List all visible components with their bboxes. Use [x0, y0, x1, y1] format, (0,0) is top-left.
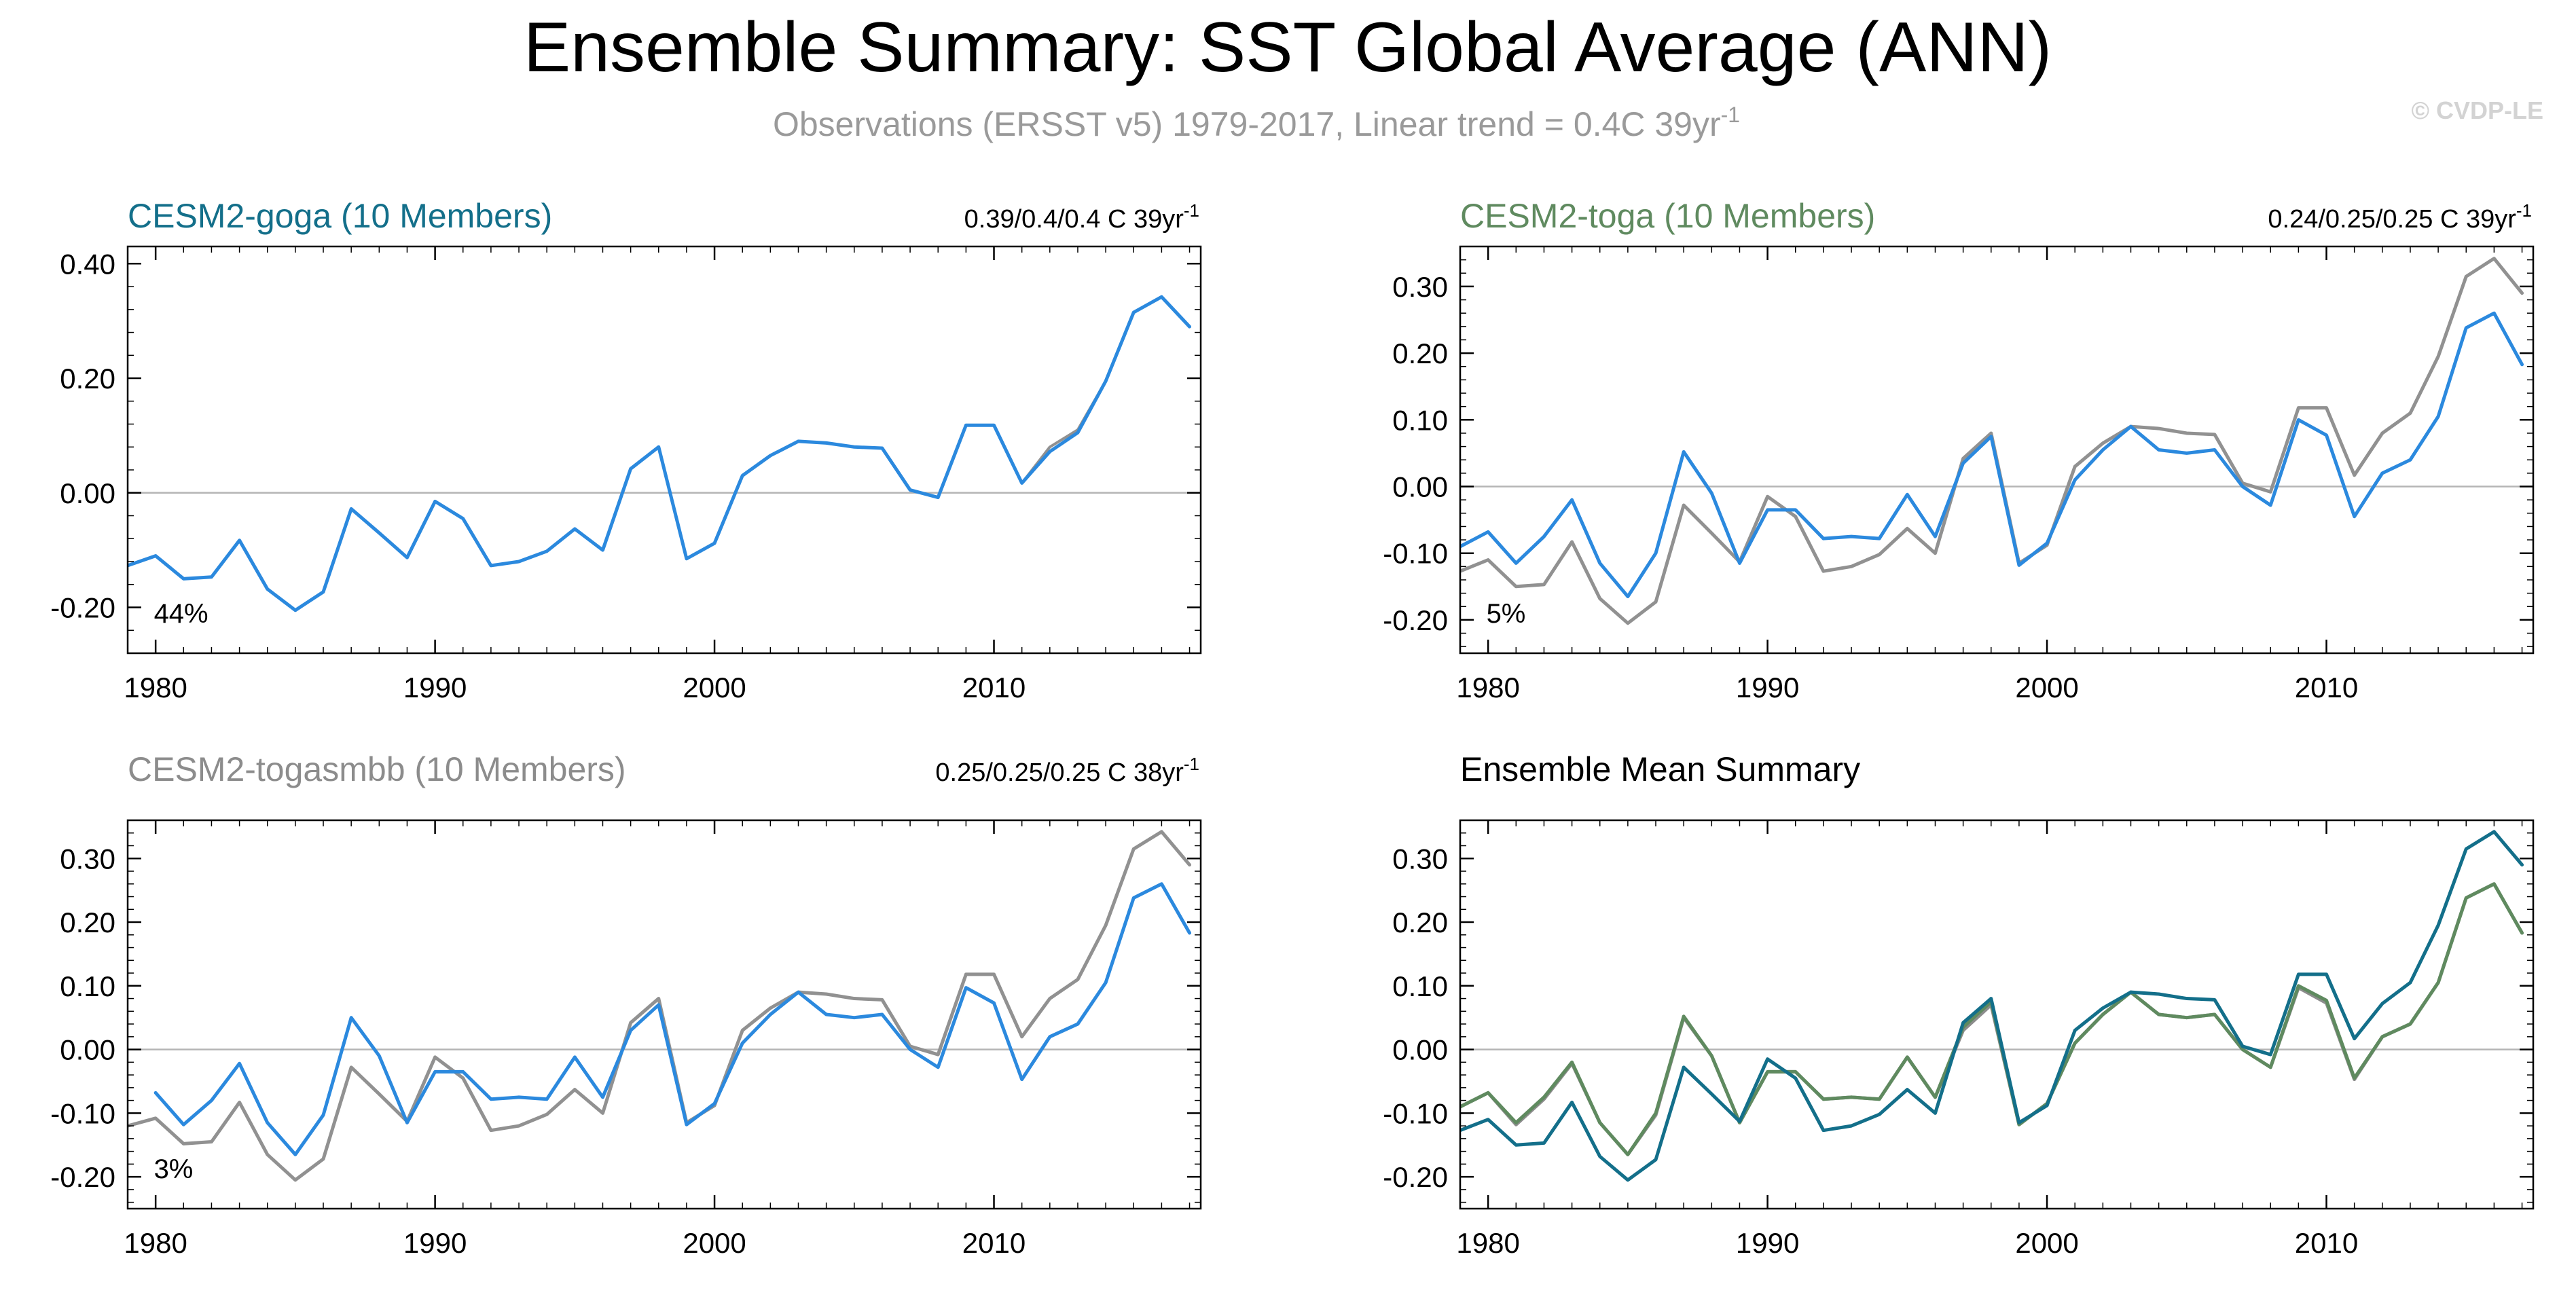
panel0-xtick-label: 1980 [124, 672, 187, 703]
panel2-title: CESM2-togasmbb (10 Members) [128, 750, 626, 788]
panel1-xtick-label: 2010 [2295, 672, 2358, 703]
panel3-ytick-label: 0.20 [1392, 906, 1448, 938]
panel1-plot-frame [1459, 245, 2535, 655]
panel1-ytick-label: 0.20 [1392, 337, 1448, 369]
panel3-series-group [1460, 830, 2524, 1182]
panel3-series-0-line [1460, 882, 2524, 1156]
panel0-ytick-label: -0.20 [50, 592, 115, 624]
panel3-ytick-label: -0.20 [1383, 1161, 1448, 1193]
panel1-ytick-label: 0.30 [1392, 271, 1448, 303]
panel0-ytick-label: 0.00 [60, 477, 115, 509]
panel3-xtick-label: 1980 [1456, 1227, 1519, 1259]
panel2-ytick-label: 0.20 [60, 906, 115, 938]
panel1-ytick-label: -0.20 [1383, 604, 1448, 636]
panel3-plot-frame [1459, 819, 2535, 1210]
panel1-percent-label: 5% [1487, 599, 1526, 629]
panel2-series-1-line [153, 882, 1192, 1156]
panel3-series-1-line [1460, 882, 2524, 1156]
panel3-title: Ensemble Mean Summary [1460, 750, 1860, 788]
figure-subtitle: Observations (ERSST v5) 1979-2017, Linea… [773, 103, 1740, 143]
panel1-trend-label: 0.24/0.25/0.25 C 39yr-1 [2268, 200, 2532, 234]
panel2-xtick-label: 1990 [403, 1227, 467, 1259]
panel0-title: CESM2-goga (10 Members) [128, 197, 552, 235]
panel0-plot-frame [126, 245, 1202, 655]
panel3-series-2-line [1460, 830, 2524, 1182]
panel2-xtick-label: 1980 [124, 1227, 187, 1259]
panel2-xtick-label: 2000 [683, 1227, 746, 1259]
panel3-xtick-label: 1990 [1736, 1227, 1799, 1259]
panel-cesm2-goga: CESM2-goga (10 Members) 0.39/0.4/0.4 C 39… [50, 197, 1202, 703]
panel2-ytick-label: -0.20 [50, 1161, 115, 1193]
watermark: © CVDP-LE [2411, 96, 2543, 124]
panel3-xtick-label: 2010 [2295, 1227, 2358, 1259]
figure-title: Ensemble Summary: SST Global Average (AN… [524, 8, 2052, 87]
panel2-xtick-label: 2010 [962, 1227, 1026, 1259]
panel0-xtick-label: 1990 [403, 672, 467, 703]
panel3-ytick-label: 0.30 [1392, 843, 1448, 875]
panel0-trend-label: 0.39/0.4/0.4 C 39yr-1 [964, 200, 1199, 234]
panel1-title: CESM2-toga (10 Members) [1460, 197, 1875, 235]
panel0-ytick-label: 0.20 [60, 363, 115, 395]
panel1-series-0-line [1460, 257, 2524, 625]
panel2-ytick-label: 0.10 [60, 970, 115, 1002]
panel1-series-group [1460, 257, 2524, 625]
panel2-ytick-label: 0.30 [60, 843, 115, 875]
panel2-series-group [128, 830, 1192, 1182]
panel2-percent-label: 3% [154, 1154, 194, 1184]
panel1-ytick-label: 0.00 [1392, 471, 1448, 503]
panel0-ytick-label: 0.40 [60, 248, 115, 280]
panel1-xtick-label: 1980 [1456, 672, 1519, 703]
panel1-xtick-label: 2000 [2015, 672, 2078, 703]
panel0-percent-label: 44% [154, 599, 208, 629]
panel-cesm2-toga: CESM2-toga (10 Members) 0.24/0.25/0.25 C … [1383, 197, 2535, 703]
panel1-ytick-label: -0.10 [1383, 538, 1448, 570]
panel3-ytick-label: 0.00 [1392, 1034, 1448, 1066]
panel0-series-group [128, 295, 1192, 612]
panel1-ytick-label: 0.10 [1392, 404, 1448, 436]
panel2-trend-label: 0.25/0.25/0.25 C 38yr-1 [935, 754, 1199, 787]
panel2-ytick-label: 0.00 [60, 1034, 115, 1066]
panel3-ytick-label: 0.10 [1392, 970, 1448, 1002]
panel0-xtick-label: 2000 [683, 672, 746, 703]
panel2-ytick-label: -0.10 [50, 1097, 115, 1129]
panel2-plot-frame [126, 819, 1202, 1210]
panel2-series-0-line [128, 830, 1192, 1182]
panel0-xtick-label: 2010 [962, 672, 1026, 703]
panel-cesm2-togasmbb: CESM2-togasmbb (10 Members) 0.25/0.25/0.2… [50, 750, 1202, 1259]
panel1-series-1-line [1460, 311, 2524, 599]
panel1-xtick-label: 1990 [1736, 672, 1799, 703]
panel-ensemble-mean-summary: Ensemble Mean Summary -0.20 -0.10 0.00 0.10 0… [1383, 750, 2535, 1259]
panel3-xtick-label: 2000 [2015, 1227, 2078, 1259]
panel0-series-1-line [128, 295, 1192, 612]
panel3-ytick-label: -0.10 [1383, 1097, 1448, 1129]
